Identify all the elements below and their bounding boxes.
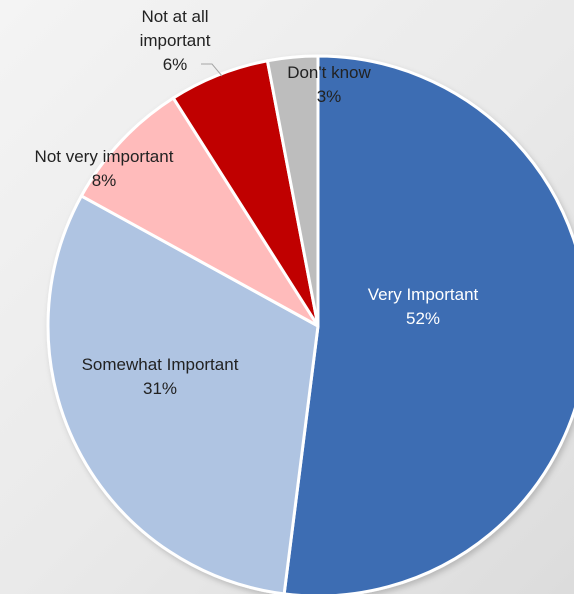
data-label-somewhat-important: Somewhat Important 31%: [82, 355, 239, 398]
data-label-not-at-all-important: Not at all important 6%: [140, 7, 211, 74]
data-labels: Very Important 52% Somewhat Important 31% No…: [35, 7, 479, 398]
slice-don-t-know: [265, 54, 320, 328]
data-label-not-very-important: Not very important 8%: [35, 147, 174, 190]
data-label-very-important: Very Important 52%: [368, 285, 479, 328]
data-label-don-t-know: Don't know 3%: [287, 63, 371, 106]
slice-not-very-important: [79, 96, 320, 328]
leader-line-not-at-all-important: [201, 63, 223, 77]
pie-slices: [46, 54, 574, 594]
slice-very-important: [282, 54, 574, 594]
leader-lines: [201, 63, 223, 77]
slice-somewhat-important: [46, 194, 320, 594]
